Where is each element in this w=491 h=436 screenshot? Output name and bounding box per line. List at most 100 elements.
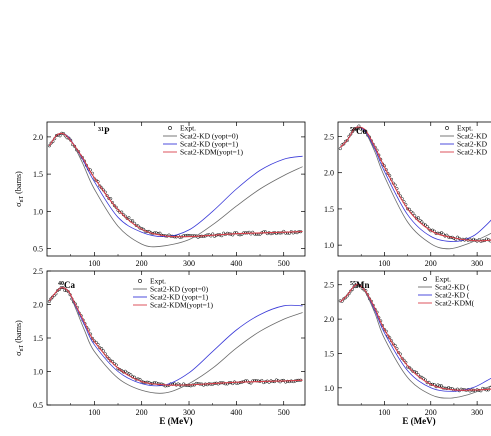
x-tick-label: 100 <box>378 408 390 417</box>
legend-entry: Scat2-KD ( <box>435 283 470 292</box>
chart-panel-ca: 100 200 300 400 500 0.5 1.0 1.5 2.0 2.5 Expt.Scat2… <box>14 267 306 426</box>
data-point <box>411 369 415 373</box>
y-tick-label: 2.5 <box>33 267 43 276</box>
data-point <box>123 369 127 373</box>
x-tick-label: 300 <box>471 259 483 268</box>
x-tick-label: 100 <box>88 259 100 268</box>
y-tick-label: 1.5 <box>324 349 334 358</box>
data-point <box>414 370 419 374</box>
data-point <box>359 284 363 288</box>
x-tick-label: 400 <box>230 259 242 268</box>
plot-frame <box>337 270 491 406</box>
legend-entry: Scat2-KDM( <box>435 299 475 308</box>
plot-area <box>338 283 491 399</box>
series-line-3 <box>339 283 491 391</box>
data-point <box>109 359 113 363</box>
legend-marker-expt <box>138 279 142 283</box>
y-tick-label: 1.5 <box>33 170 43 179</box>
x-tick-label: 200 <box>136 408 148 417</box>
legend: Expt.Scat2-KD (yopt=0)Scat2-KD (yopt=1)S… <box>163 124 243 157</box>
nucleus-label: 59Co <box>350 126 367 136</box>
y-tick-label: 1.5 <box>324 205 334 214</box>
data-point <box>400 356 404 360</box>
data-point <box>105 355 109 359</box>
x-tick-label: 200 <box>136 259 148 268</box>
data-point <box>420 220 424 224</box>
legend-entry: Scat2-KD <box>457 132 488 141</box>
data-point <box>411 211 415 215</box>
data-point <box>352 284 356 289</box>
data-point <box>406 207 410 211</box>
data-point <box>49 297 53 301</box>
x-axis-label: E (MeV) <box>159 416 192 426</box>
series-line-3 <box>48 287 303 386</box>
plot-frame <box>46 121 306 257</box>
y-tick-label: 1.0 <box>33 368 43 377</box>
nucleus-label: 55Mn <box>350 280 370 290</box>
y-tick-label: 1.5 <box>33 334 43 343</box>
plot-frame <box>337 121 491 257</box>
data-point <box>112 204 116 208</box>
x-tick-label: 100 <box>88 408 100 417</box>
data-point <box>49 141 53 145</box>
nucleus-label: 40Ca <box>58 280 75 290</box>
nucleus-label: 31P <box>98 126 110 136</box>
x-tick-label: 300 <box>471 408 483 417</box>
legend-entry: Scat2-KD (yopt=1) <box>180 140 239 149</box>
y-tick-label: 2.0 <box>33 133 43 142</box>
data-point <box>54 133 59 138</box>
x-tick-label: 500 <box>278 259 290 268</box>
data-point <box>107 196 111 200</box>
legend-entry: Scat2-KD <box>457 148 488 157</box>
data-point <box>436 383 440 387</box>
y-axis-label: σnT (barns) <box>14 171 25 207</box>
data-point <box>350 130 355 134</box>
chart-panel-co: 100 200 3001.01.52.02.5Expt.Scat2-KDScat2-… <box>324 121 491 268</box>
y-tick-label: 2.0 <box>33 301 43 310</box>
data-point <box>67 136 71 140</box>
legend-entry: Scat2-KD (yopt=1) <box>150 293 209 302</box>
legend-marker-expt <box>423 277 427 281</box>
x-tick-label: 500 <box>278 408 290 417</box>
legend-entry: Scat2-KD <box>457 140 488 149</box>
data-point <box>278 231 282 235</box>
x-tick-label: 200 <box>425 259 437 268</box>
legend-marker-expt <box>168 126 172 130</box>
x-axis-label: E (MeV) <box>402 416 435 426</box>
x-tick-label: 400 <box>230 408 242 417</box>
y-tick-label: 0.5 <box>33 245 43 254</box>
legend-entry: Scat2-KDM(yopt=1) <box>150 301 213 310</box>
legend: Expt.Scat2-KD (Scat2-KD (Scat2-KDM( <box>418 275 475 308</box>
legend: Expt.Scat2-KD (yopt=0)Scat2-KD (yopt=1)S… <box>133 277 213 310</box>
data-point <box>98 184 102 188</box>
data-point <box>202 234 206 239</box>
y-tick-label: 2.0 <box>324 169 334 178</box>
y-tick-label: 1.0 <box>324 384 334 393</box>
series-line-1 <box>49 133 303 248</box>
data-point <box>416 216 420 220</box>
y-tick-label: 1.0 <box>324 241 334 250</box>
x-tick-label: 300 <box>183 259 195 268</box>
data-point <box>63 288 67 292</box>
plot-area <box>338 124 491 250</box>
data-point <box>47 299 51 303</box>
x-tick-label: 300 <box>183 408 195 417</box>
data-point <box>187 383 191 388</box>
data-point <box>47 144 51 148</box>
legend-marker-expt <box>445 126 449 130</box>
data-point <box>125 216 129 220</box>
data-point <box>256 379 260 383</box>
series-line-3 <box>339 126 491 242</box>
data-point <box>131 219 135 223</box>
legend-entry: Scat2-KD (yopt=0) <box>180 132 239 141</box>
y-axis-label: σnT (barns) <box>14 320 25 356</box>
y-tick-label: 0.5 <box>33 401 43 410</box>
legend-entry: Expt. <box>457 124 473 133</box>
plot-area <box>47 286 303 394</box>
data-point <box>407 365 411 370</box>
data-point <box>342 297 346 301</box>
data-point <box>118 210 122 214</box>
